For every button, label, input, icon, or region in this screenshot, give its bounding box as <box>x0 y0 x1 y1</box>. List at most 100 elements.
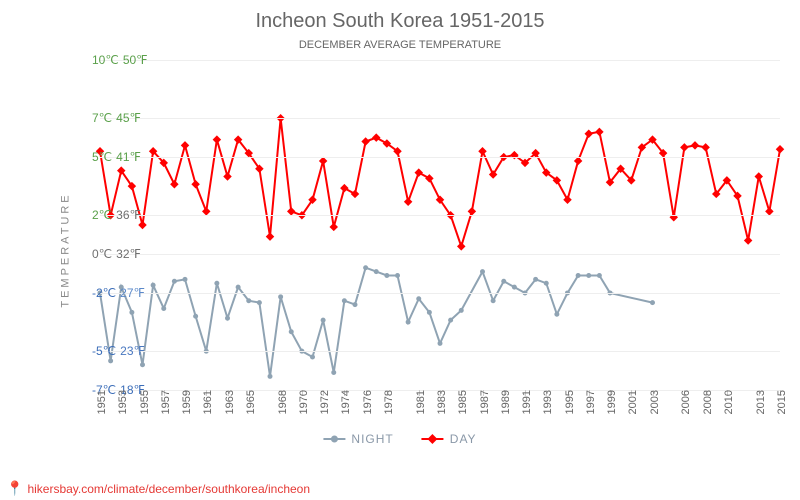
x-tick-label: 1993 <box>542 390 554 414</box>
data-point <box>459 308 464 313</box>
data-point <box>193 314 198 319</box>
data-point <box>268 374 273 379</box>
data-point <box>395 273 400 278</box>
data-point <box>425 174 433 182</box>
x-tick-label: 1999 <box>606 390 618 414</box>
data-point <box>170 180 178 188</box>
data-point <box>129 310 134 315</box>
data-point <box>183 277 188 282</box>
circle-icon <box>331 436 338 443</box>
data-point <box>670 213 678 221</box>
data-point <box>331 370 336 375</box>
gridline <box>100 215 780 216</box>
data-point <box>161 306 166 311</box>
data-point <box>416 296 421 301</box>
data-point <box>266 232 274 240</box>
gridline <box>100 60 780 61</box>
x-tick-label: 1997 <box>585 390 597 414</box>
data-point <box>214 281 219 286</box>
gridline <box>100 118 780 119</box>
x-tick-label: 1970 <box>298 390 310 414</box>
data-point <box>342 298 347 303</box>
y-axis-label: TEMPERATURE <box>60 192 72 307</box>
data-point <box>374 269 379 274</box>
data-point <box>744 236 752 244</box>
legend-label-day: DAY <box>450 432 477 446</box>
data-point <box>512 285 517 290</box>
data-point <box>438 341 443 346</box>
data-point <box>363 265 368 270</box>
data-point <box>246 298 251 303</box>
legend: NIGHT DAY <box>323 432 476 446</box>
data-point <box>372 133 380 141</box>
x-tick-label: 1951 <box>96 390 108 414</box>
x-tick-label: 1963 <box>224 390 236 414</box>
data-point <box>223 172 231 180</box>
data-point <box>415 168 423 176</box>
x-tick-label: 2008 <box>702 390 714 414</box>
x-tick-label: 1959 <box>181 390 193 414</box>
data-point <box>691 141 699 149</box>
chart-subtitle: DECEMBER AVERAGE TEMPERATURE <box>0 39 800 51</box>
data-point <box>225 316 230 321</box>
data-point <box>554 312 559 317</box>
data-point <box>501 279 506 284</box>
data-point <box>213 135 221 143</box>
x-tick-label: 1957 <box>160 390 172 414</box>
data-point <box>491 298 496 303</box>
legend-item-night: NIGHT <box>323 432 393 446</box>
data-point <box>384 273 389 278</box>
x-tick-label: 1985 <box>457 390 469 414</box>
legend-label-night: NIGHT <box>351 432 393 446</box>
data-point <box>353 302 358 307</box>
x-tick-label: 2013 <box>755 390 767 414</box>
data-point <box>191 180 199 188</box>
data-point <box>448 318 453 323</box>
x-tick-label: 1983 <box>436 390 448 414</box>
chart-container: Incheon South Korea 1951-2015 DECEMBER A… <box>0 0 800 500</box>
data-point <box>361 137 369 145</box>
data-point <box>108 358 113 363</box>
series-line <box>100 268 653 377</box>
x-tick-label: 1953 <box>117 390 129 414</box>
data-point <box>181 141 189 149</box>
data-point <box>151 283 156 288</box>
x-tick-label: 1981 <box>415 390 427 414</box>
x-tick-label: 2001 <box>627 390 639 414</box>
x-tick-label: 1989 <box>500 390 512 414</box>
diamond-icon <box>428 434 438 444</box>
data-point <box>478 147 486 155</box>
legend-swatch-night <box>323 438 345 440</box>
data-point <box>533 277 538 282</box>
data-point <box>755 172 763 180</box>
data-point <box>236 285 241 290</box>
data-point <box>289 329 294 334</box>
data-point <box>563 196 571 204</box>
map-pin-icon: 📍 <box>6 480 23 497</box>
gridline <box>100 293 780 294</box>
data-point <box>585 130 593 138</box>
gridline <box>100 254 780 255</box>
gridline <box>100 157 780 158</box>
data-point <box>586 273 591 278</box>
x-tick-label: 1976 <box>362 390 374 414</box>
data-point <box>576 273 581 278</box>
data-point <box>330 223 338 231</box>
data-point <box>140 362 145 367</box>
data-point <box>776 145 784 153</box>
x-tick-label: 2003 <box>649 390 661 414</box>
data-point <box>650 300 655 305</box>
x-tick-label: 1965 <box>245 390 257 414</box>
x-tick-label: 1961 <box>202 390 214 414</box>
legend-swatch-day <box>422 438 444 440</box>
attribution-url: hikersbay.com/climate/december/southkore… <box>27 482 310 496</box>
data-point <box>351 190 359 198</box>
data-point <box>457 242 465 250</box>
series-line <box>100 118 780 246</box>
attribution[interactable]: 📍 hikersbay.com/climate/december/southko… <box>6 480 310 497</box>
legend-item-day: DAY <box>422 432 477 446</box>
data-point <box>257 300 262 305</box>
plot-area: -7℃18℉-5℃23℉-2℃27℉0℃32℉2℃36℉5℃41℉7℃45℉10… <box>100 60 780 390</box>
x-tick-label: 1987 <box>479 390 491 414</box>
data-point <box>340 184 348 192</box>
